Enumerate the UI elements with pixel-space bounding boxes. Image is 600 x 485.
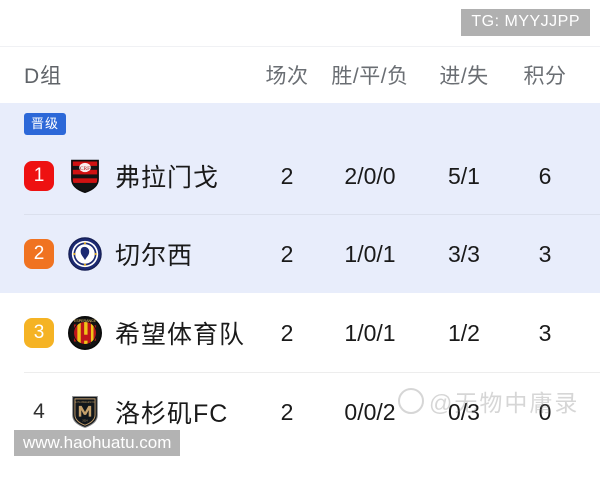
chelsea-crest [68,237,102,271]
table-row[interactable]: 3 ESPERANCE 希望体育队 2 1/0/1 1/2 3 [0,293,600,373]
table-row[interactable]: 2 切尔西 2 1/0/1 3/3 3 [0,215,600,293]
stat-played: 2 [280,319,294,346]
rank-badge: 1 [24,161,54,191]
team-name: 希望体育队 [115,321,246,349]
column-header-points: 积分 [523,65,567,88]
team-name: 切尔西 [115,242,194,270]
stat-goals: 1/2 [448,319,480,346]
team-name: 弗拉门戈 [115,164,220,192]
table-header: D组 场次 胜/平/负 进/失 积分 [0,47,600,103]
qualify-badge-wrap: 晋级 [0,107,600,137]
team-cell[interactable]: 4 LOS ANGELES FC 2014 洛杉矶FC [24,394,256,430]
lafc-crest: LOS ANGELES FC 2014 [72,396,98,428]
stat-wdl: 2/0/0 [344,162,396,189]
esperance-crest: ESPERANCE [68,316,102,350]
column-header-played: 场次 [265,65,309,88]
column-header-wdl: 胜/平/负 [331,65,409,88]
stat-played: 2 [280,240,294,267]
team-name: 洛杉矶FC [115,400,229,428]
stat-played: 2 [280,398,294,425]
stat-played: 2 [280,162,294,189]
rank-badge: 2 [24,239,54,269]
stat-wdl: 0/0/2 [344,398,396,425]
svg-text:ESPERANCE: ESPERANCE [74,319,97,323]
telegram-watermark: TG: MYYJJPP [461,9,590,36]
svg-text:CRF: CRF [80,166,90,172]
table-row[interactable]: 4 LOS ANGELES FC 2014 洛杉矶FC 2 0/0/2 0/3 … [0,373,600,451]
qualify-badge: 晋级 [24,113,67,135]
top-bar: TG: MYYJJPP [0,0,600,47]
team-cell[interactable]: 3 ESPERANCE 希望体育队 [24,315,256,351]
stat-wdl: 1/0/1 [344,319,396,346]
team-cell[interactable]: 1 CRF 弗拉门戈 [24,158,256,194]
stat-points: 0 [538,398,552,425]
rank-badge: 3 [24,318,54,348]
team-cell[interactable]: 2 切尔西 [24,236,256,272]
bottom-spacer [0,451,600,485]
stat-points: 6 [538,162,552,189]
stat-points: 3 [538,319,552,346]
flamengo-crest: CRF [71,159,99,193]
stat-goals: 3/3 [448,240,480,267]
stat-points: 3 [538,240,552,267]
column-header-goals: 进/失 [439,65,489,88]
svg-text:2014: 2014 [82,420,88,422]
site-watermark: www.haohuatu.com [14,430,181,456]
stat-wdl: 1/0/1 [344,240,396,267]
group-label: D组 [24,65,63,88]
rank-badge: 4 [33,400,45,423]
svg-text:LOS ANGELES FC: LOS ANGELES FC [75,401,95,404]
stat-goals: 0/3 [448,398,480,425]
qualification-zone: 晋级 1 CRF [0,103,600,293]
stat-goals: 5/1 [448,162,480,189]
table-row[interactable]: 1 CRF 弗拉门戈 [0,137,600,215]
